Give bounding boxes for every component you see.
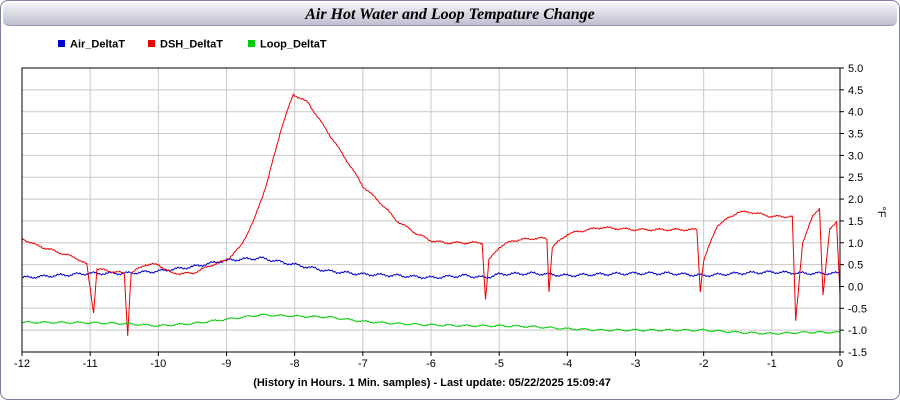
x-tick-label: -10	[150, 358, 166, 370]
y-tick-label: 3.5	[848, 129, 863, 141]
y-tick-label: 1.5	[848, 216, 863, 228]
legend: Air_DeltaT DSH_DeltaT Loop_DeltaT	[58, 39, 327, 51]
y-tick-label: -1.0	[848, 325, 867, 337]
x-tick-label: 0	[837, 358, 843, 370]
legend-label: DSH_DeltaT	[160, 39, 223, 51]
y-axis-label: °F	[875, 206, 887, 217]
series-line-loop-deltat	[21, 313, 841, 336]
y-tick-label: 3.0	[848, 150, 863, 162]
y-tick-label: -0.5	[848, 303, 867, 315]
x-tick-label: -12	[14, 358, 30, 370]
y-tick-label: -1.5	[848, 347, 867, 359]
legend-swatch	[248, 40, 255, 47]
series-line-air-deltat	[22, 256, 841, 280]
title-bar: Air Hot Water and Loop Tempature Change	[3, 3, 897, 26]
y-tick-label: 0.5	[848, 260, 863, 272]
y-tick-label: 4.0	[848, 107, 863, 119]
axes: -12 -11 -10 -9 -8 -7 -6 -5 -4 -3 -2 -1 05.04.54.03.5…	[14, 63, 867, 370]
grid	[21, 67, 841, 353]
y-tick-label: 2.5	[848, 172, 863, 184]
x-tick-label: -11	[83, 358, 98, 370]
x-tick-label: -1	[767, 358, 777, 370]
series-line-dsh-deltat	[21, 93, 841, 336]
x-tick-label: -9	[222, 358, 232, 370]
y-tick-label: 4.5	[848, 85, 863, 97]
legend-swatch	[58, 40, 65, 47]
series-lines	[21, 93, 841, 336]
legend-swatch	[148, 40, 155, 47]
x-tick-label: -7	[358, 358, 368, 370]
x-tick-label: -8	[290, 358, 300, 370]
legend-label: Loop_DeltaT	[260, 39, 327, 51]
chart-title: Air Hot Water and Loop Tempature Change	[305, 6, 595, 23]
x-tick-label: -6	[426, 358, 436, 370]
x-tick-label: -5	[494, 358, 504, 370]
x-tick-label: -2	[699, 358, 709, 370]
y-tick-label: 2.0	[848, 194, 863, 206]
x-tick-label: -4	[562, 358, 572, 370]
plot-border	[21, 67, 841, 353]
y-tick-label: 1.0	[848, 238, 863, 250]
y-tick-label: 5.0	[848, 63, 863, 75]
legend-label: Air_DeltaT	[70, 39, 125, 51]
x-tick-label: -3	[631, 358, 641, 370]
y-tick-label: 0.0	[848, 281, 863, 293]
x-axis-label: (History in Hours. 1 Min. samples) - Las…	[253, 377, 611, 389]
